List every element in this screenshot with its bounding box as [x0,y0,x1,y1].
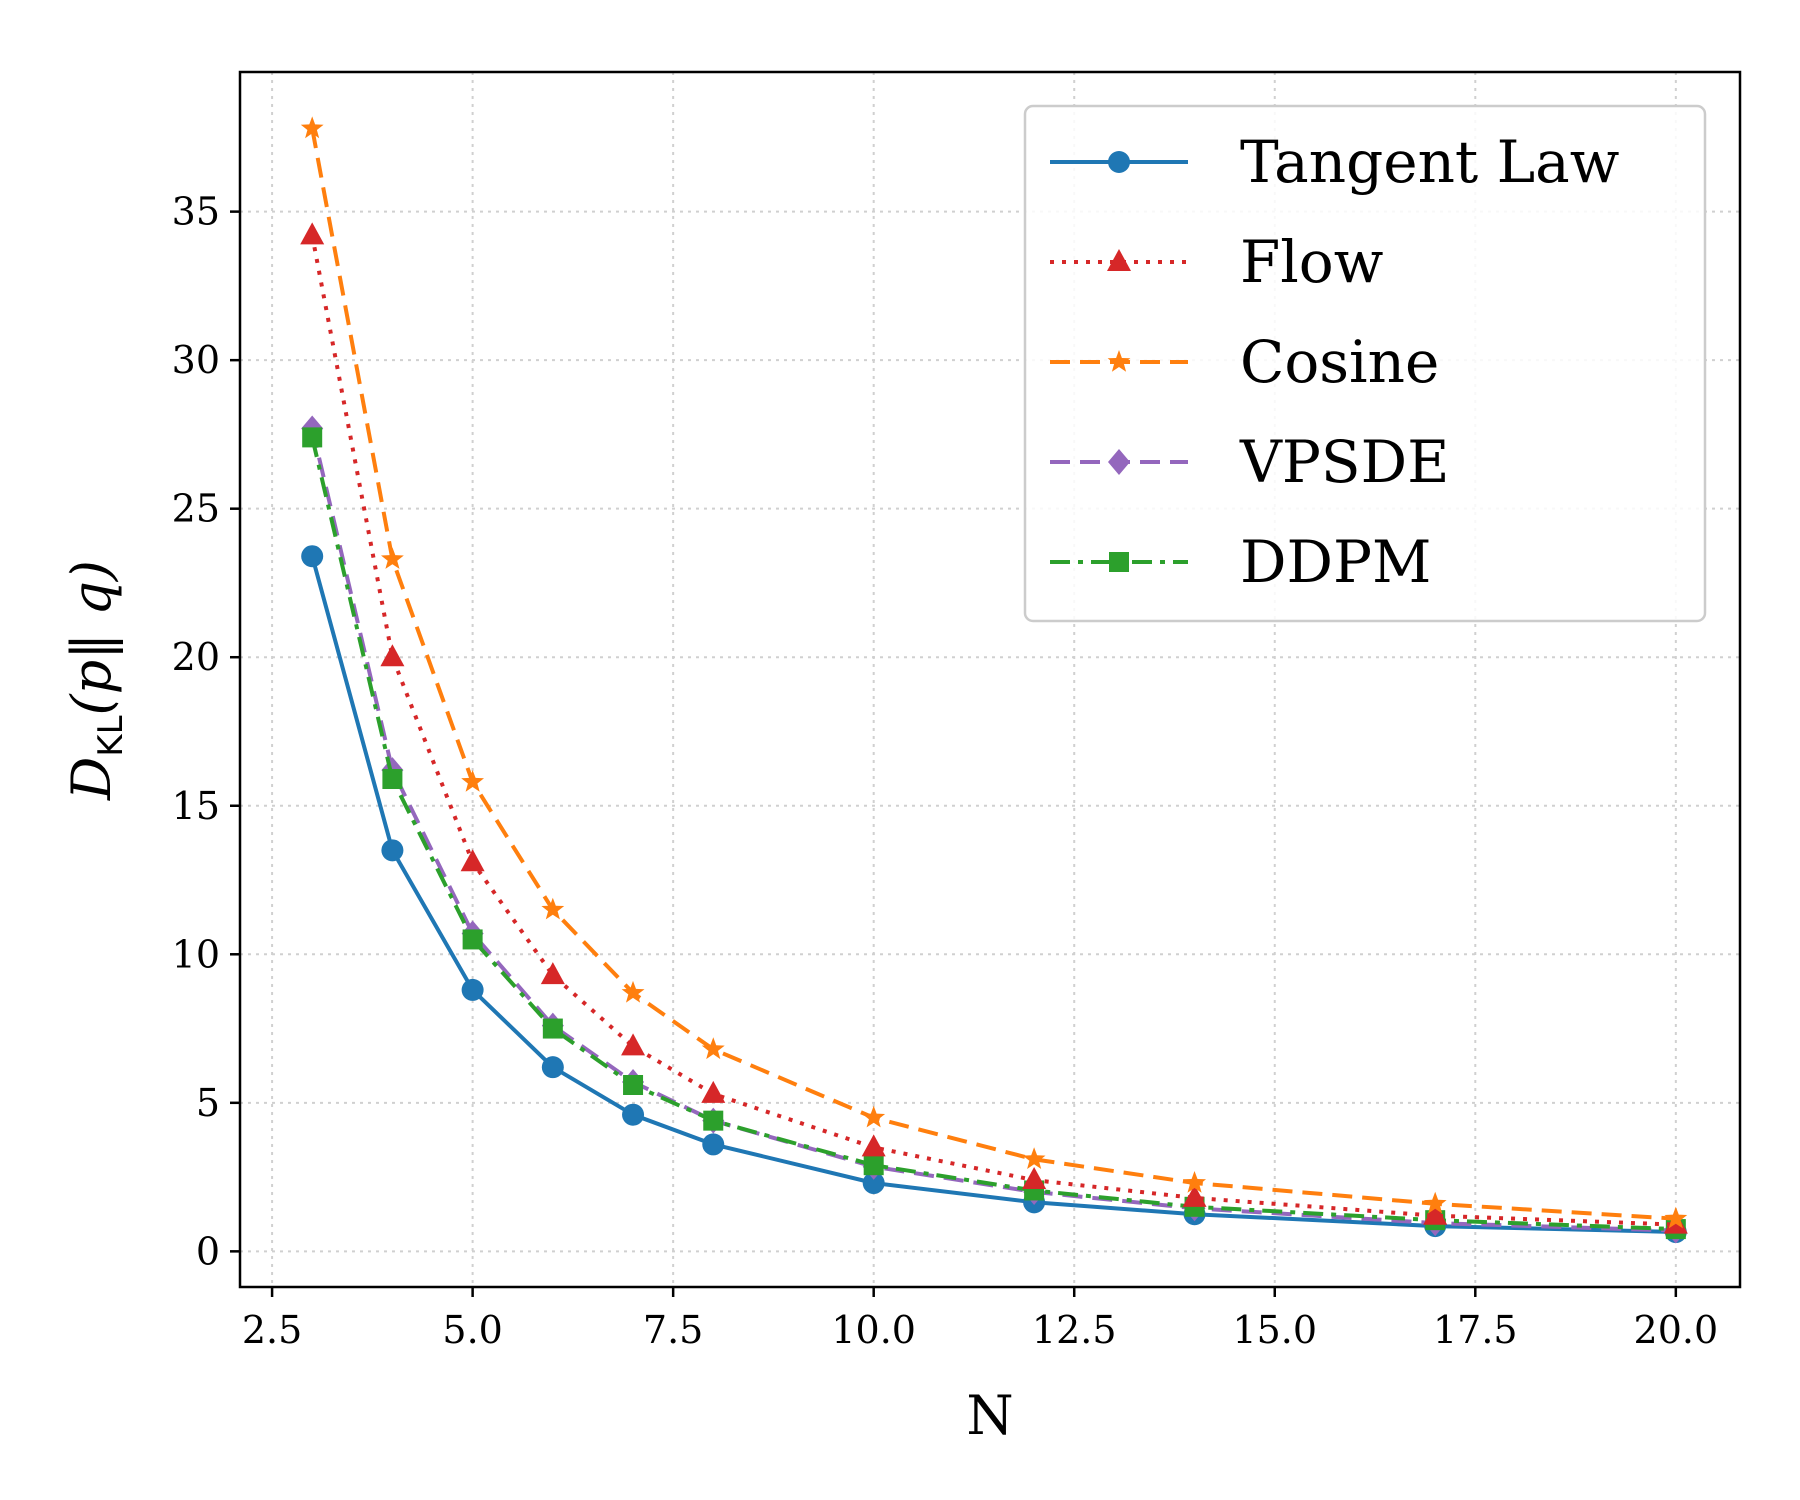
legend-label-flow: Flow [1240,228,1383,296]
data-point-cosine [381,547,404,569]
legend-entry-cosine: Cosine [1050,328,1439,396]
data-point-cosine [1183,1171,1206,1193]
legend-label-tangent-law: Tangent Law [1240,128,1619,196]
data-point-flow [460,849,485,872]
data-point-ddpm [863,1155,884,1176]
legend-entry-ddpm: DDPM [1050,528,1431,596]
y-tick-label: 25 [172,487,220,531]
data-point-flow [701,1080,726,1103]
data-point-cosine [300,116,324,139]
data-point-tangent-law [301,545,324,568]
series-flow [300,222,1688,1234]
data-point-tangent-law [381,839,404,862]
legend: Tangent Law Flow Cosine VPSDE DDPM [1023,104,1707,623]
y-axis-label-args: (p‖ q) [60,560,123,715]
data-point-cosine [1022,1147,1046,1169]
data-point-flow [861,1134,886,1157]
y-tick-label: 0 [196,1229,220,1273]
legend-marker-cosine [1107,350,1131,372]
data-point-ddpm [382,769,403,790]
legend-label-ddpm: DDPM [1240,528,1431,596]
legend-entry-flow: Flow [1050,228,1383,296]
x-tick-label: 12.5 [1032,1308,1117,1352]
series-line-flow [310,235,1676,1227]
data-point-flow [380,644,405,667]
data-point-cosine [1423,1191,1447,1214]
x-tick-label: 2.5 [242,1308,302,1352]
data-point-cosine [541,897,565,920]
legend-entry-vpsde: VPSDE [1050,428,1450,496]
data-point-cosine [862,1105,886,1128]
legend-marker-ddpm [1109,552,1129,572]
x-tick-label: 10.0 [831,1308,916,1352]
y-tick-label: 5 [196,1081,220,1125]
data-point-tangent-law [862,1172,885,1195]
data-point-cosine [461,770,484,792]
data-point-ddpm [462,929,483,950]
series-cosine [300,116,1688,1229]
y-tick-label: 20 [172,635,220,679]
x-tick-label: 15.0 [1232,1308,1317,1352]
data-point-flow [1182,1184,1207,1207]
series-tangent-law [301,545,1687,1244]
data-point-tangent-law [702,1133,725,1156]
legend-label-vpsde: VPSDE [1239,428,1450,496]
x-tick-label: 17.5 [1433,1308,1518,1352]
x-tick-label: 7.5 [643,1308,703,1352]
data-point-ddpm [542,1018,563,1039]
y-axis-label-main: D [60,757,123,801]
x-tick-label: 5.0 [442,1308,502,1352]
legend-box [1023,104,1707,623]
legend-entry-tangent-law: Tangent Law [1050,128,1619,196]
data-point-cosine [1664,1206,1688,1229]
x-tick-label: 20.0 [1634,1308,1719,1352]
y-axis-label-sub: KL [91,715,131,756]
x-axis-label: N [966,1384,1013,1447]
legend-label-cosine: Cosine [1240,328,1439,396]
data-point-cosine [701,1037,725,1060]
y-tick-label: 15 [172,784,220,828]
y-axis: 0 5 10 15 20 25 30 35 [172,190,240,1273]
y-tick-label: 10 [172,932,220,976]
legend-marker-tangent-law [1108,151,1130,173]
data-point-flow [1423,1202,1448,1225]
data-point-cosine [621,980,645,1003]
y-axis-label: DKL(p‖ q) [60,560,131,801]
data-point-tangent-law [461,978,484,1001]
legend-marker-vpsde [1108,449,1130,475]
series-layer [300,116,1688,1244]
data-point-tangent-law [622,1103,645,1126]
y-tick-label: 35 [172,190,220,234]
data-point-tangent-law [541,1056,564,1079]
data-point-ddpm [302,427,323,448]
y-tick-label: 30 [172,338,220,382]
legend-marker-flow [1107,249,1131,271]
data-point-ddpm [623,1074,644,1095]
plot-frame [238,70,1742,1289]
data-point-flow [540,962,565,985]
data-point-flow [621,1033,646,1056]
data-point-flow [1022,1167,1047,1190]
data-point-flow [300,222,325,245]
x-axis: 2.5 5.0 7.5 10.0 12.5 15.0 17.5 20.0 [242,1287,1718,1352]
data-point-ddpm [703,1110,724,1131]
